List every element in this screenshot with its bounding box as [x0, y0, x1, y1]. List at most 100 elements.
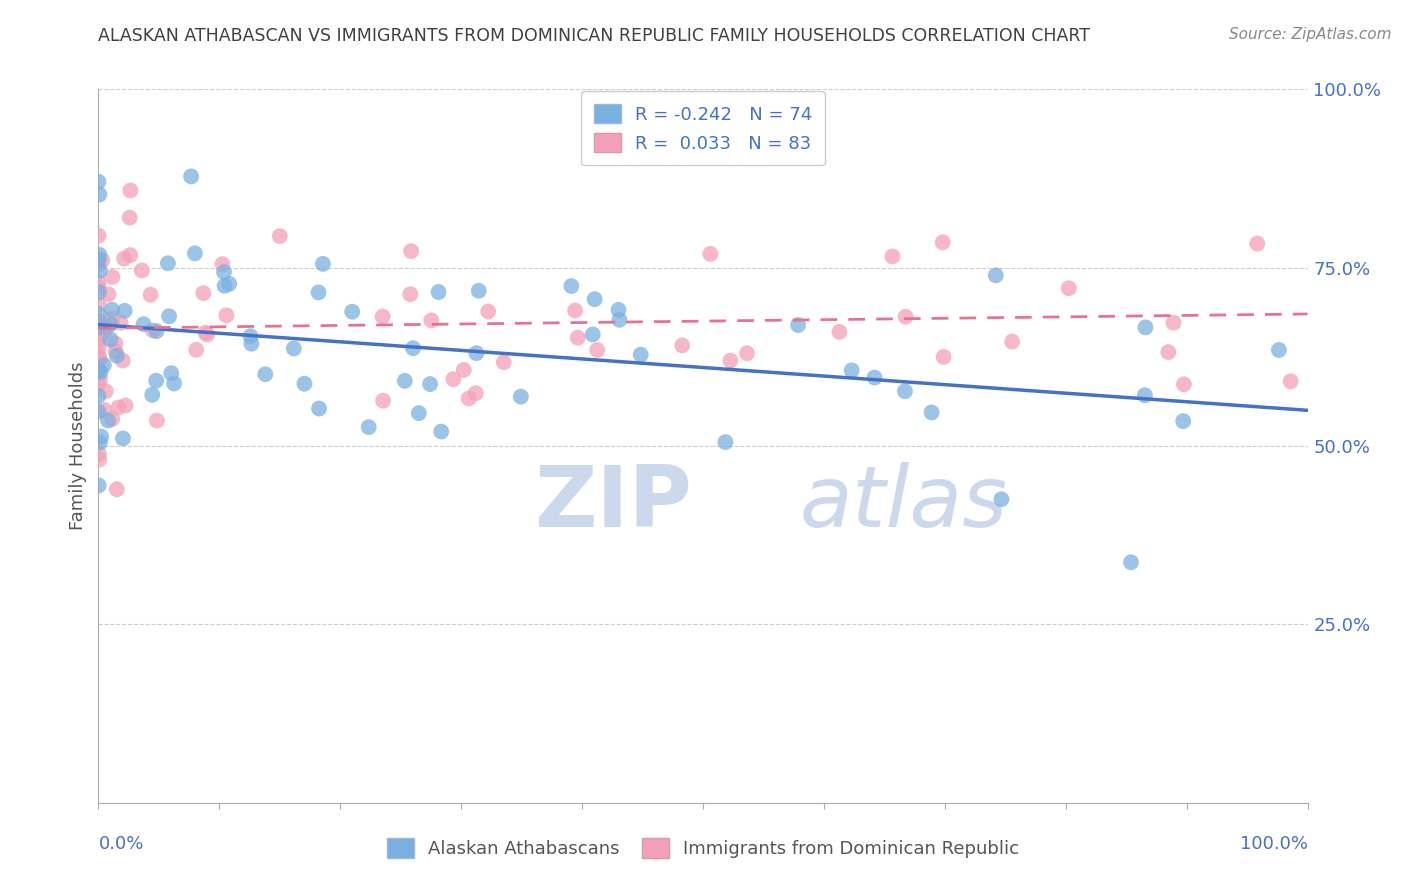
Point — [453, 363, 475, 377]
Point — [1173, 377, 1195, 392]
Point — [735, 346, 758, 360]
Point — [841, 363, 863, 377]
Point — [87, 298, 110, 312]
Point — [509, 390, 531, 404]
Point — [457, 392, 479, 406]
Point — [283, 342, 305, 356]
Point — [87, 257, 110, 271]
Point — [430, 425, 453, 439]
Point — [89, 187, 111, 202]
Point — [157, 310, 180, 324]
Text: 0.0%: 0.0% — [98, 835, 143, 853]
Point — [714, 435, 737, 450]
Point — [399, 244, 422, 259]
Point — [427, 285, 450, 299]
Point — [828, 325, 851, 339]
Point — [87, 389, 110, 403]
Point — [990, 492, 1012, 507]
Point — [195, 327, 218, 342]
Point — [1173, 414, 1195, 428]
Point — [91, 253, 114, 268]
Point — [87, 285, 110, 299]
Point — [214, 278, 236, 293]
Point — [211, 257, 233, 271]
Point — [145, 374, 167, 388]
Point — [218, 277, 240, 291]
Point — [101, 311, 124, 326]
Point — [139, 287, 162, 301]
Point — [93, 326, 115, 340]
Point — [492, 355, 515, 369]
Point — [1119, 555, 1142, 569]
Point — [97, 287, 120, 301]
Point — [212, 265, 235, 279]
Point — [96, 319, 118, 334]
Point — [1057, 281, 1080, 295]
Point — [87, 478, 110, 492]
Point — [373, 393, 395, 408]
Point — [254, 368, 277, 382]
Text: ZIP: ZIP — [534, 461, 692, 545]
Point — [118, 211, 141, 225]
Point — [932, 350, 955, 364]
Point — [89, 351, 111, 366]
Point — [142, 323, 165, 337]
Point — [399, 287, 422, 301]
Point — [342, 304, 364, 318]
Point — [583, 292, 606, 306]
Point — [180, 169, 202, 184]
Point — [468, 284, 491, 298]
Point — [87, 280, 110, 294]
Point — [1133, 388, 1156, 402]
Point — [132, 317, 155, 331]
Point — [586, 343, 609, 357]
Point — [87, 404, 110, 418]
Point — [87, 363, 110, 377]
Point — [100, 332, 122, 346]
Point — [100, 317, 122, 331]
Point — [131, 263, 153, 277]
Point — [193, 286, 215, 301]
Point — [609, 313, 631, 327]
Point — [294, 376, 316, 391]
Point — [184, 246, 207, 260]
Point — [567, 331, 589, 345]
Point — [87, 228, 110, 243]
Point — [112, 252, 135, 266]
Point — [1279, 374, 1302, 388]
Point — [1246, 236, 1268, 251]
Point — [101, 412, 124, 426]
Point — [89, 452, 111, 467]
Point — [87, 252, 110, 267]
Point — [104, 344, 127, 359]
Point — [560, 279, 582, 293]
Point — [1157, 345, 1180, 359]
Point — [419, 377, 441, 392]
Point — [89, 321, 111, 335]
Point — [87, 332, 110, 346]
Point — [107, 401, 129, 415]
Legend: Alaskan Athabascans, Immigrants from Dominican Republic: Alaskan Athabascans, Immigrants from Dom… — [380, 830, 1026, 865]
Point — [630, 348, 652, 362]
Text: Source: ZipAtlas.com: Source: ZipAtlas.com — [1229, 27, 1392, 42]
Point — [564, 303, 586, 318]
Point — [477, 304, 499, 318]
Point — [90, 429, 112, 443]
Point — [931, 235, 953, 250]
Point — [156, 256, 179, 270]
Point — [87, 376, 110, 391]
Point — [87, 351, 110, 365]
Point — [114, 399, 136, 413]
Point — [394, 374, 416, 388]
Point — [160, 366, 183, 380]
Point — [240, 336, 263, 351]
Point — [89, 435, 111, 450]
Point — [89, 372, 111, 386]
Point — [787, 318, 810, 332]
Point — [582, 327, 605, 342]
Point — [894, 310, 917, 324]
Point — [87, 328, 110, 343]
Point — [1268, 343, 1291, 357]
Point — [1001, 334, 1024, 349]
Point — [89, 322, 111, 336]
